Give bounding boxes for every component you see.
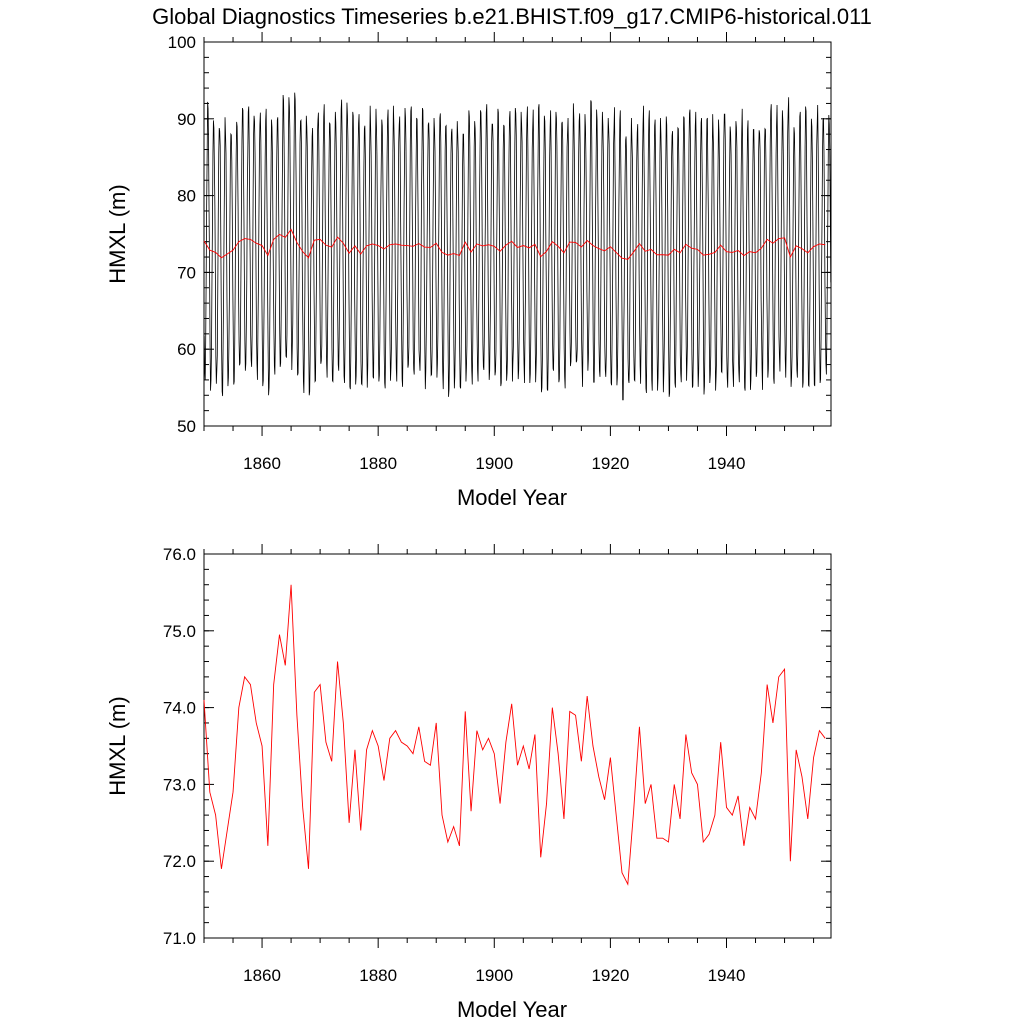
y-tick-labels: 71.0 72.0 73.0 74.0 75.0 76.0 <box>163 545 196 948</box>
x-tick-label: 1880 <box>359 966 397 985</box>
y-tick-label: 70 <box>177 263 196 282</box>
axis-ticks <box>203 32 831 436</box>
x-tick-labels: 1860 1880 1900 1920 1940 <box>243 454 745 473</box>
x-axis-title: Model Year <box>457 997 567 1022</box>
annual-mean-series-line <box>203 584 826 886</box>
y-tick-label: 90 <box>177 110 196 129</box>
x-tick-label: 1920 <box>591 454 629 473</box>
panel-monthly-annual: 50 60 70 80 90 100 1860 1880 1900 1920 1940 Model… <box>105 32 832 510</box>
x-tick-label: 1920 <box>591 966 629 985</box>
axis-ticks <box>203 544 831 948</box>
x-tick-label: 1900 <box>475 454 513 473</box>
series-lines <box>203 92 832 401</box>
y-tick-label: 76.0 <box>163 545 196 564</box>
x-axis-title: Model Year <box>457 485 567 510</box>
x-tick-label: 1880 <box>359 454 397 473</box>
y-tick-label: 60 <box>177 340 196 359</box>
x-tick-label: 1940 <box>708 454 746 473</box>
y-tick-label: 100 <box>168 33 196 52</box>
x-tick-label: 1940 <box>708 966 746 985</box>
y-tick-label: 50 <box>177 417 196 436</box>
plot-frame <box>203 41 832 427</box>
plot-frame <box>203 553 832 939</box>
monthly-series-line <box>203 92 832 401</box>
series-lines <box>203 584 826 886</box>
x-tick-label: 1900 <box>475 966 513 985</box>
panel-annual: 71.0 72.0 73.0 74.0 75.0 76.0 1860 1880 1900 192… <box>105 544 832 1022</box>
x-tick-label: 1860 <box>243 966 281 985</box>
y-tick-label: 72.0 <box>163 852 196 871</box>
y-tick-label: 73.0 <box>163 775 196 794</box>
y-tick-labels: 50 60 70 80 90 100 <box>168 33 196 436</box>
y-tick-label: 80 <box>177 187 196 206</box>
y-tick-label: 75.0 <box>163 622 196 641</box>
y-axis-title: HMXL (m) <box>105 696 130 795</box>
y-axis-title: HMXL (m) <box>105 184 130 283</box>
annual-mean-series-line <box>203 228 826 260</box>
x-tick-labels: 1860 1880 1900 1920 1940 <box>243 966 745 985</box>
figure-title: Global Diagnostics Timeseries b.e21.BHIS… <box>152 4 872 29</box>
x-tick-label: 1860 <box>243 454 281 473</box>
y-tick-label: 74.0 <box>163 699 196 718</box>
y-tick-label: 71.0 <box>163 929 196 948</box>
